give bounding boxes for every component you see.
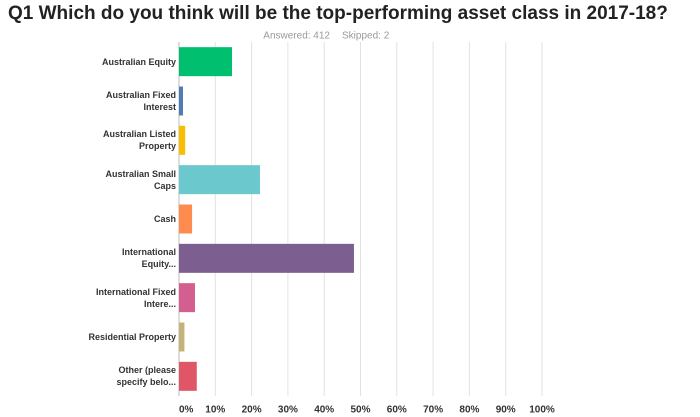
bar bbox=[179, 204, 193, 234]
bar bbox=[179, 47, 232, 77]
category-label: International Fixed Intere... bbox=[95, 286, 176, 309]
x-tick-label: 0% bbox=[179, 405, 194, 416]
category-label: Australian Equity bbox=[101, 56, 176, 67]
category-label: Other (please specify belo... bbox=[116, 365, 176, 388]
x-tick-label: 70% bbox=[423, 405, 443, 416]
x-tick-label: 60% bbox=[387, 405, 407, 416]
x-tick-label: 30% bbox=[278, 405, 298, 416]
bar bbox=[179, 125, 186, 155]
chart-title: Q1 Which do you think will be the top-pe… bbox=[8, 3, 668, 24]
bar bbox=[179, 322, 185, 352]
category-label: Australian Listed Property bbox=[102, 129, 176, 152]
answered: Answered: 412 bbox=[263, 31, 330, 42]
bar bbox=[179, 283, 195, 313]
x-tick-label: 40% bbox=[314, 405, 334, 416]
category-label: Residential Property bbox=[88, 332, 176, 342]
x-tick-label: 10% bbox=[205, 405, 225, 416]
x-tick-label: 50% bbox=[350, 405, 370, 416]
bar bbox=[179, 86, 183, 116]
bar bbox=[179, 243, 354, 273]
bar bbox=[179, 361, 197, 391]
x-tick-label: 20% bbox=[242, 405, 262, 416]
category-label: Australian Small Caps bbox=[105, 168, 176, 191]
skipped: Skipped: 2 bbox=[342, 31, 390, 42]
bar bbox=[179, 165, 260, 195]
x-tick-label: 100% bbox=[529, 405, 555, 416]
x-tick-label: 80% bbox=[459, 405, 479, 416]
category-label: Cash bbox=[153, 214, 176, 224]
category-label: International Equity... bbox=[121, 247, 176, 270]
category-label: Australian Fixed Interest bbox=[105, 90, 176, 112]
x-tick-label: 90% bbox=[496, 405, 516, 416]
